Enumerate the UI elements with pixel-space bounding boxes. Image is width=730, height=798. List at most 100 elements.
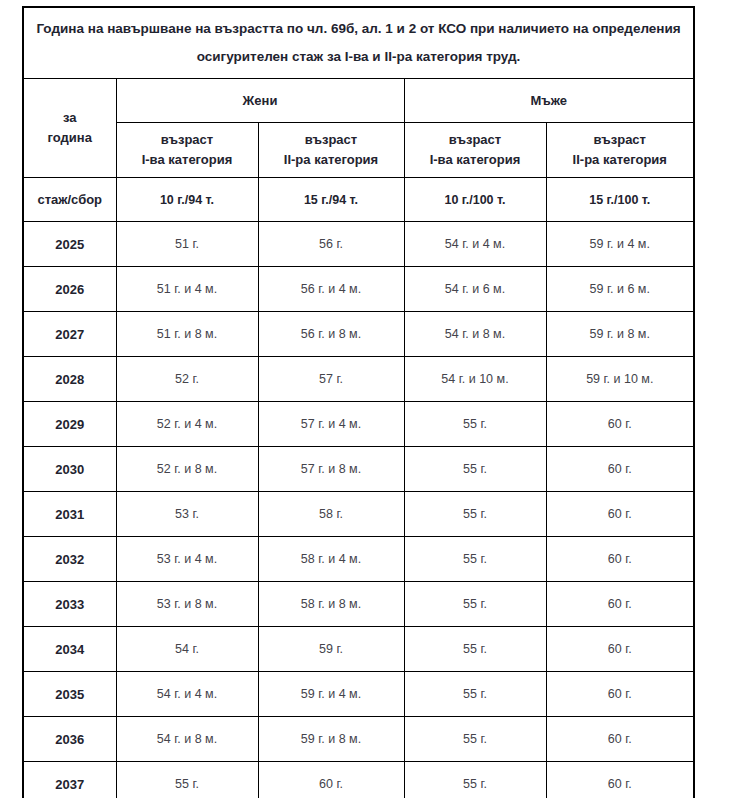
age-cell: 55 г. bbox=[404, 627, 546, 672]
year-cell: 2025 bbox=[23, 222, 116, 267]
age-cell: 55 г. bbox=[404, 402, 546, 447]
age-cell: 59 г. и 8 м. bbox=[546, 312, 694, 357]
age-cell: 55 г. bbox=[116, 762, 258, 798]
table-row: 2034 54 г. 59 г. 55 г. 60 г. bbox=[23, 627, 694, 672]
service-requirements-row: стаж/сбор 10 г./94 т. 15 г./94 т. 10 г./… bbox=[23, 178, 694, 222]
age-cell: 53 г. bbox=[116, 492, 258, 537]
age-cell: 59 г. и 6 м. bbox=[546, 267, 694, 312]
age-cell: 60 г. bbox=[546, 762, 694, 798]
age-cell: 60 г. bbox=[546, 672, 694, 717]
age-cell: 60 г. bbox=[546, 537, 694, 582]
age-cell: 53 г. и 8 м. bbox=[116, 582, 258, 627]
age-cell: 60 г. bbox=[546, 717, 694, 762]
year-cell: 2034 bbox=[23, 627, 116, 672]
age-cell: 55 г. bbox=[404, 672, 546, 717]
year-cell: 2031 bbox=[23, 492, 116, 537]
service-value: 15 г./94 т. bbox=[258, 178, 404, 222]
age-cell: 54 г. и 6 м. bbox=[404, 267, 546, 312]
table-row: 2036 54 г. и 8 м. 59 г. и 8 м. 55 г. 60 … bbox=[23, 717, 694, 762]
age-cell: 60 г. bbox=[546, 447, 694, 492]
group-header-row: за година Жени Мъже bbox=[23, 79, 694, 123]
age-cell: 59 г. и 4 м. bbox=[546, 222, 694, 267]
table-row: 2029 52 г. и 4 м. 57 г. и 4 м. 55 г. 60 … bbox=[23, 402, 694, 447]
table-row: 2037 55 г. 60 г. 55 г. 60 г. bbox=[23, 762, 694, 798]
year-cell: 2035 bbox=[23, 672, 116, 717]
age-cell: 53 г. и 4 м. bbox=[116, 537, 258, 582]
age-cell: 59 г. и 10 м. bbox=[546, 357, 694, 402]
age-cell: 54 г. и 8 м. bbox=[116, 717, 258, 762]
age-cell: 57 г. и 8 м. bbox=[258, 447, 404, 492]
age-cell: 55 г. bbox=[404, 762, 546, 798]
service-row-label: стаж/сбор bbox=[23, 178, 116, 222]
year-cell: 2028 bbox=[23, 357, 116, 402]
year-column-header: за година bbox=[23, 79, 116, 178]
age-cell: 58 г. и 8 м. bbox=[258, 582, 404, 627]
age-cell: 56 г. и 4 м. bbox=[258, 267, 404, 312]
subheader-women-cat2: възраст II-ра категория bbox=[258, 123, 404, 178]
subheader-men-cat2: възраст II-ра категория bbox=[546, 123, 694, 178]
age-cell: 57 г. bbox=[258, 357, 404, 402]
sub-header-row: възраст I-ва категория възраст II-ра кат… bbox=[23, 123, 694, 178]
retirement-age-table: Година на навършване на възрастта по чл.… bbox=[22, 6, 695, 798]
table-row: 2032 53 г. и 4 м. 58 г. и 4 м. 55 г. 60 … bbox=[23, 537, 694, 582]
age-cell: 60 г. bbox=[546, 627, 694, 672]
age-cell: 60 г. bbox=[546, 492, 694, 537]
age-cell: 58 г. и 4 м. bbox=[258, 537, 404, 582]
age-cell: 58 г. bbox=[258, 492, 404, 537]
age-cell: 54 г. и 8 м. bbox=[404, 312, 546, 357]
age-cell: 54 г. и 4 м. bbox=[404, 222, 546, 267]
group-header-women: Жени bbox=[116, 79, 404, 123]
age-cell: 51 г. bbox=[116, 222, 258, 267]
table-row: 2033 53 г. и 8 м. 58 г. и 8 м. 55 г. 60 … bbox=[23, 582, 694, 627]
year-cell: 2032 bbox=[23, 537, 116, 582]
age-cell: 54 г. и 10 м. bbox=[404, 357, 546, 402]
page: Година на навършване на възрастта по чл.… bbox=[0, 0, 730, 798]
subheader-women-cat1: възраст I-ва категория bbox=[116, 123, 258, 178]
table-title-row: Година на навършване на възрастта по чл.… bbox=[23, 7, 694, 79]
year-cell: 2030 bbox=[23, 447, 116, 492]
table-title: Година на навършване на възрастта по чл.… bbox=[23, 7, 694, 79]
table-row: 2028 52 г. 57 г. 54 г. и 10 м. 59 г. и 1… bbox=[23, 357, 694, 402]
table-row: 2035 54 г. и 4 м. 59 г. и 4 м. 55 г. 60 … bbox=[23, 672, 694, 717]
age-cell: 51 г. и 8 м. bbox=[116, 312, 258, 357]
age-cell: 55 г. bbox=[404, 717, 546, 762]
age-cell: 54 г. и 4 м. bbox=[116, 672, 258, 717]
year-cell: 2029 bbox=[23, 402, 116, 447]
age-cell: 60 г. bbox=[546, 402, 694, 447]
age-cell: 52 г. и 8 м. bbox=[116, 447, 258, 492]
age-cell: 52 г. bbox=[116, 357, 258, 402]
age-cell: 55 г. bbox=[404, 492, 546, 537]
subheader-men-cat1: възраст I-ва категория bbox=[404, 123, 546, 178]
age-cell: 60 г. bbox=[258, 762, 404, 798]
age-cell: 54 г. bbox=[116, 627, 258, 672]
age-cell: 59 г. и 4 м. bbox=[258, 672, 404, 717]
table-row: 2030 52 г. и 8 м. 57 г. и 8 м. 55 г. 60 … bbox=[23, 447, 694, 492]
table-row: 2025 51 г. 56 г. 54 г. и 4 м. 59 г. и 4 … bbox=[23, 222, 694, 267]
table-title-line2: осигурителен стаж за I-ва и II-ра катего… bbox=[197, 49, 521, 64]
age-cell: 57 г. и 4 м. bbox=[258, 402, 404, 447]
age-cell: 56 г. и 8 м. bbox=[258, 312, 404, 357]
age-cell: 55 г. bbox=[404, 537, 546, 582]
age-cell: 59 г. bbox=[258, 627, 404, 672]
age-cell: 56 г. bbox=[258, 222, 404, 267]
table-row: 2027 51 г. и 8 м. 56 г. и 8 м. 54 г. и 8… bbox=[23, 312, 694, 357]
table-body: 2025 51 г. 56 г. 54 г. и 4 м. 59 г. и 4 … bbox=[23, 222, 694, 798]
age-cell: 59 г. и 8 м. bbox=[258, 717, 404, 762]
age-cell: 52 г. и 4 м. bbox=[116, 402, 258, 447]
table-row: 2031 53 г. 58 г. 55 г. 60 г. bbox=[23, 492, 694, 537]
age-cell: 55 г. bbox=[404, 447, 546, 492]
year-cell: 2036 bbox=[23, 717, 116, 762]
group-header-men: Мъже bbox=[404, 79, 694, 123]
table-title-line1: Година на навършване на възрастта по чл.… bbox=[36, 21, 680, 36]
table-row: 2026 51 г. и 4 м. 56 г. и 4 м. 54 г. и 6… bbox=[23, 267, 694, 312]
age-cell: 55 г. bbox=[404, 582, 546, 627]
service-value: 10 г./94 т. bbox=[116, 178, 258, 222]
service-value: 10 г./100 т. bbox=[404, 178, 546, 222]
age-cell: 60 г. bbox=[546, 582, 694, 627]
age-cell: 51 г. и 4 м. bbox=[116, 267, 258, 312]
year-cell: 2033 bbox=[23, 582, 116, 627]
year-cell: 2037 bbox=[23, 762, 116, 798]
year-cell: 2026 bbox=[23, 267, 116, 312]
year-cell: 2027 bbox=[23, 312, 116, 357]
service-value: 15 г./100 т. bbox=[546, 178, 694, 222]
